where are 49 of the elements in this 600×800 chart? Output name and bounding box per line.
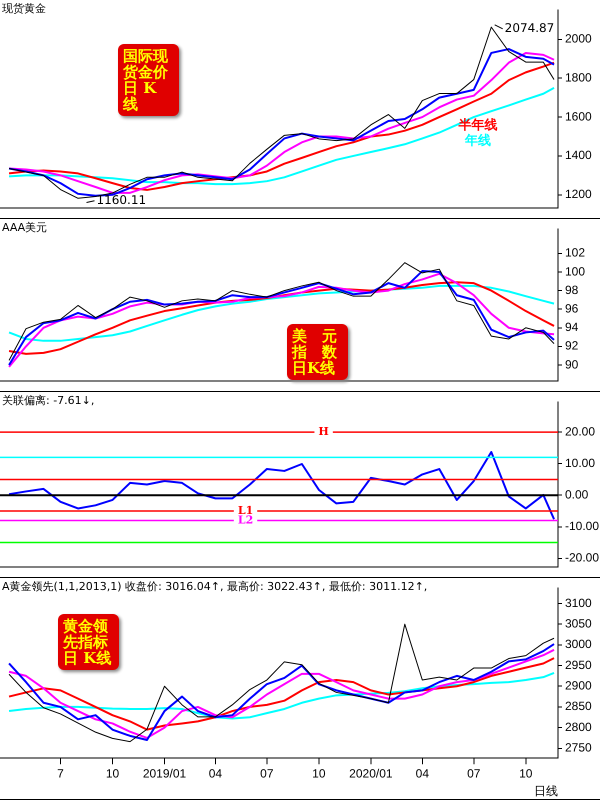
y-tick-label: 2000 [565,32,592,46]
y-tick-label: 0.00 [565,488,589,502]
y-tick-label: 100 [565,264,586,278]
y-tick-label: 3000 [565,637,592,652]
y-tick-label: 3050 [565,616,592,630]
y-tick-label: 2800 [565,720,592,734]
y-tick-label: 102 [565,246,586,260]
text: 国际现货金价日 K 线 [118,44,179,116]
x-tick-label: 07 [467,766,481,781]
y-tick-label: 92 [565,338,579,353]
x-tick-label: 7 [57,766,64,781]
chart-title: A黄金领先(1,1,2013,1) 收盘价: 3016.04↑, 最高价: 3022.43↑, 最低价: 3011.12↑, [2,579,428,594]
y-tick-label: 2850 [565,699,592,714]
x-tick-label: 07 [260,766,274,781]
x-tick-label: 10 [312,766,326,781]
y-tick-label: 10.00 [565,456,596,470]
x-tick-label: 04 [416,766,430,781]
y-tick-label: 98 [565,282,579,297]
ref-line-label: H [318,425,329,438]
y-tick-label: -10.00 [565,519,600,534]
x-axis-title: 日线 [534,784,558,798]
y-tick-label: 1200 [565,187,592,202]
chart-title: 关联偏离: -7.61↓, [2,393,94,408]
series-label: 半年线 [457,118,498,133]
y-tick-label: 1600 [565,109,592,124]
y-tick-label: 3100 [565,596,592,610]
y-tick-label: 1800 [565,70,592,85]
x-tick-label: 2020/01 [349,766,393,781]
chart-title: AAA美元 [2,220,48,235]
y-tick-label: 2950 [565,658,592,672]
x-tick-label: 2019/01 [142,766,187,781]
y-tick-label: 94 [565,320,579,334]
text: 美 元指 数日K线 [287,324,348,380]
y-tick-label: 20.00 [565,424,596,438]
ref-line-label: L2 [238,513,254,526]
x-tick-label: 10 [519,766,533,781]
y-tick-label: 2900 [565,678,592,693]
y-tick-label: -20.00 [565,550,600,565]
x-tick-label: 10 [106,766,120,781]
y-tick-label: 2750 [565,740,592,755]
x-tick-label: 04 [208,766,222,781]
annotation: 1160.11 [96,192,146,207]
y-tick-label: 96 [565,302,579,316]
chart-title: 现货黄金 [2,1,46,16]
y-tick-label: 1400 [565,148,592,162]
text: 黄金领先指标日 K线 [58,614,119,670]
annotation: 2074.87 [504,20,554,35]
series-label: 年线 [464,133,491,148]
y-tick-label: 90 [565,357,579,372]
